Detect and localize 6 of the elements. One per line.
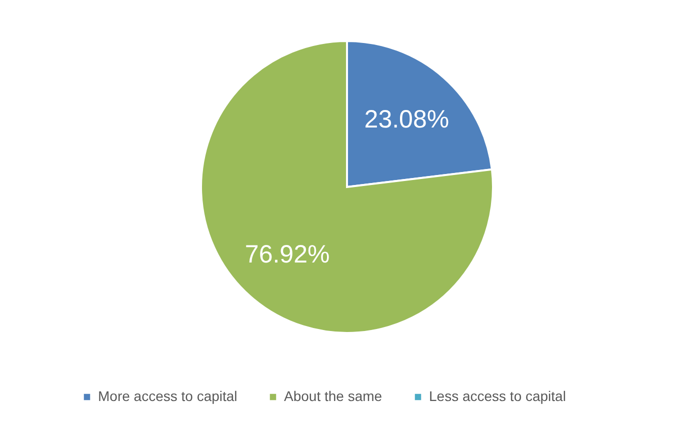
legend-label: More access to capital	[98, 388, 238, 404]
pie-slice	[200, 40, 494, 334]
data-label: 23.08%	[364, 106, 450, 134]
data-label: 76.92%	[244, 240, 330, 268]
legend-label: About the same	[284, 388, 382, 404]
legend-label: Less access to capital	[429, 388, 566, 404]
